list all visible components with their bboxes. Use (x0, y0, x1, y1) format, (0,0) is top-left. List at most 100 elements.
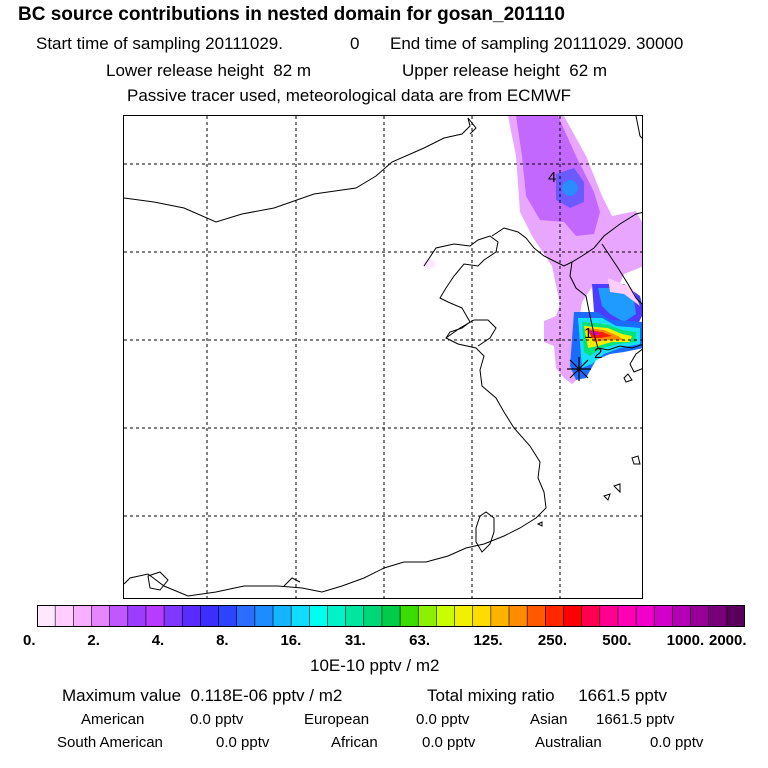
region-south-american-name: South American (57, 734, 163, 751)
colorbar-unit: 10E-10 pptv / m2 (310, 656, 440, 675)
tracer-note: Passive tracer used, meteorological data… (127, 86, 572, 105)
start-time-label: Start time of sampling (36, 34, 201, 53)
max-value: 0.118E-06 pptv / m2 (190, 686, 343, 705)
colorbar-cell (327, 605, 347, 627)
colorbar-cell (127, 605, 147, 627)
max-value-label: Maximum value (62, 686, 182, 705)
region-african-name: African (331, 734, 378, 751)
coast-shandong (445, 319, 497, 347)
colorbar-tick-label: 500. (602, 632, 632, 649)
max-value-line: Maximum value 0.118E-06 pptv / m2 (62, 686, 342, 706)
colorbar-cell (508, 605, 528, 627)
upper-release-label: Upper release height (402, 61, 560, 80)
colorbar-tick-label: 4. (151, 632, 165, 649)
colorbar-border (37, 605, 745, 627)
colorbar-cell (145, 605, 165, 627)
colorbar-cell (563, 605, 583, 627)
colorbar-cell (617, 605, 637, 627)
end-time-line: End time of sampling 20111029. 30000 (390, 34, 683, 54)
region-american-name: American (81, 711, 145, 728)
colorbar-cell (635, 605, 656, 627)
region-south-american-value: 0.0 pptv (216, 734, 270, 751)
region-australian-name: Australian (535, 734, 602, 751)
colorbar (37, 605, 745, 627)
colorbar-cell (91, 605, 111, 627)
lower-release-value: 82 m (273, 61, 312, 80)
colorbar-cell (599, 605, 619, 627)
colorbar-tick-label: 2000. (709, 632, 747, 649)
colorbar-cell (653, 605, 674, 627)
lower-release-line: Lower release height 82 m (106, 61, 311, 81)
total-mixing-line: Total mixing ratio 1661.5 pptv (427, 686, 667, 706)
border-korea (555, 211, 642, 267)
region-european-name: European (304, 711, 370, 728)
colorbar-tick-label: 16. (280, 632, 302, 649)
island-3 (613, 483, 621, 494)
lat-lon-grid (124, 116, 642, 598)
coast-bohai (124, 235, 547, 597)
colorbar-cell (272, 605, 292, 627)
colorbar-cell (37, 605, 56, 627)
colorbar-cells (37, 605, 745, 627)
colorbar-cell (436, 605, 456, 627)
colorbar-cell (254, 605, 274, 627)
island-1 (623, 373, 633, 383)
colorbar-cell (309, 605, 329, 627)
colorbar-cell (109, 605, 129, 627)
island-2 (631, 455, 641, 465)
colorbar-cell (545, 605, 565, 627)
colorbar-tick-label: 8. (216, 632, 229, 649)
colorbar-cell (200, 605, 220, 627)
colorbar-tick-label: 0. (23, 632, 36, 649)
colorbar-cell (54, 605, 75, 627)
coast-pearl (283, 577, 301, 587)
region-european-value: 0.0 pptv (416, 711, 470, 728)
region-american-value: 0.0 pptv (190, 711, 244, 728)
map-marker-1: 1 (584, 325, 592, 342)
region-african-value: 0.0 pptv (422, 734, 476, 751)
colorbar-cell (690, 605, 710, 627)
colorbar-cell (236, 605, 256, 627)
island-hainan (147, 571, 169, 591)
plume-patch-west (423, 259, 435, 269)
coast-taiwan (475, 511, 495, 553)
coastlines (124, 116, 642, 597)
colorbar-tick-label: 125. (473, 632, 503, 649)
concentration-field (423, 116, 642, 384)
colorbar-cell (290, 605, 311, 627)
island-5 (536, 521, 543, 527)
colorbar-cell (163, 605, 184, 627)
coast-sakhalin (635, 116, 642, 139)
plume-korea-inner (598, 288, 636, 322)
upper-release-value: 62 m (569, 61, 608, 80)
receptor-ray-4 (569, 359, 589, 379)
plot-title: BC source contributions in nested domain… (18, 4, 565, 25)
lower-release-label: Lower release height (106, 61, 264, 80)
colorbar-tick-label: 63. (409, 632, 431, 649)
border-ne-china (467, 117, 477, 135)
coast-korea-west (569, 261, 642, 351)
total-mixing-value: 1661.5 pptv (578, 686, 668, 705)
colorbar-tick-label: 31. (344, 632, 366, 649)
end-time-value: 20111029. 30000 (553, 34, 684, 53)
colorbar-tick-label: 1000. (666, 632, 705, 649)
plume-patch-sea (608, 278, 640, 306)
island-4 (603, 493, 611, 501)
end-time-label: End time of sampling (390, 34, 549, 53)
colorbar-cell (472, 605, 492, 627)
region-asian-name: Asian (530, 711, 568, 728)
colorbar-cell (363, 605, 383, 627)
region-asian-value: 1661.5 pptv (596, 711, 675, 728)
colorbar-cell (581, 605, 601, 627)
colorbar-cell (672, 605, 692, 627)
colorbar-cell (708, 605, 728, 627)
colorbar-cell (381, 605, 401, 627)
colorbar-cell (454, 605, 474, 627)
colorbar-tick-label: 250. (537, 632, 568, 649)
coast-liaodong (491, 227, 557, 263)
colorbar-cell (490, 605, 510, 627)
colorbar-cell (399, 605, 420, 627)
coast-japan (629, 348, 642, 373)
colorbar-tick-label: 2. (87, 632, 100, 649)
map-panel: 4 1 2 (123, 115, 643, 599)
